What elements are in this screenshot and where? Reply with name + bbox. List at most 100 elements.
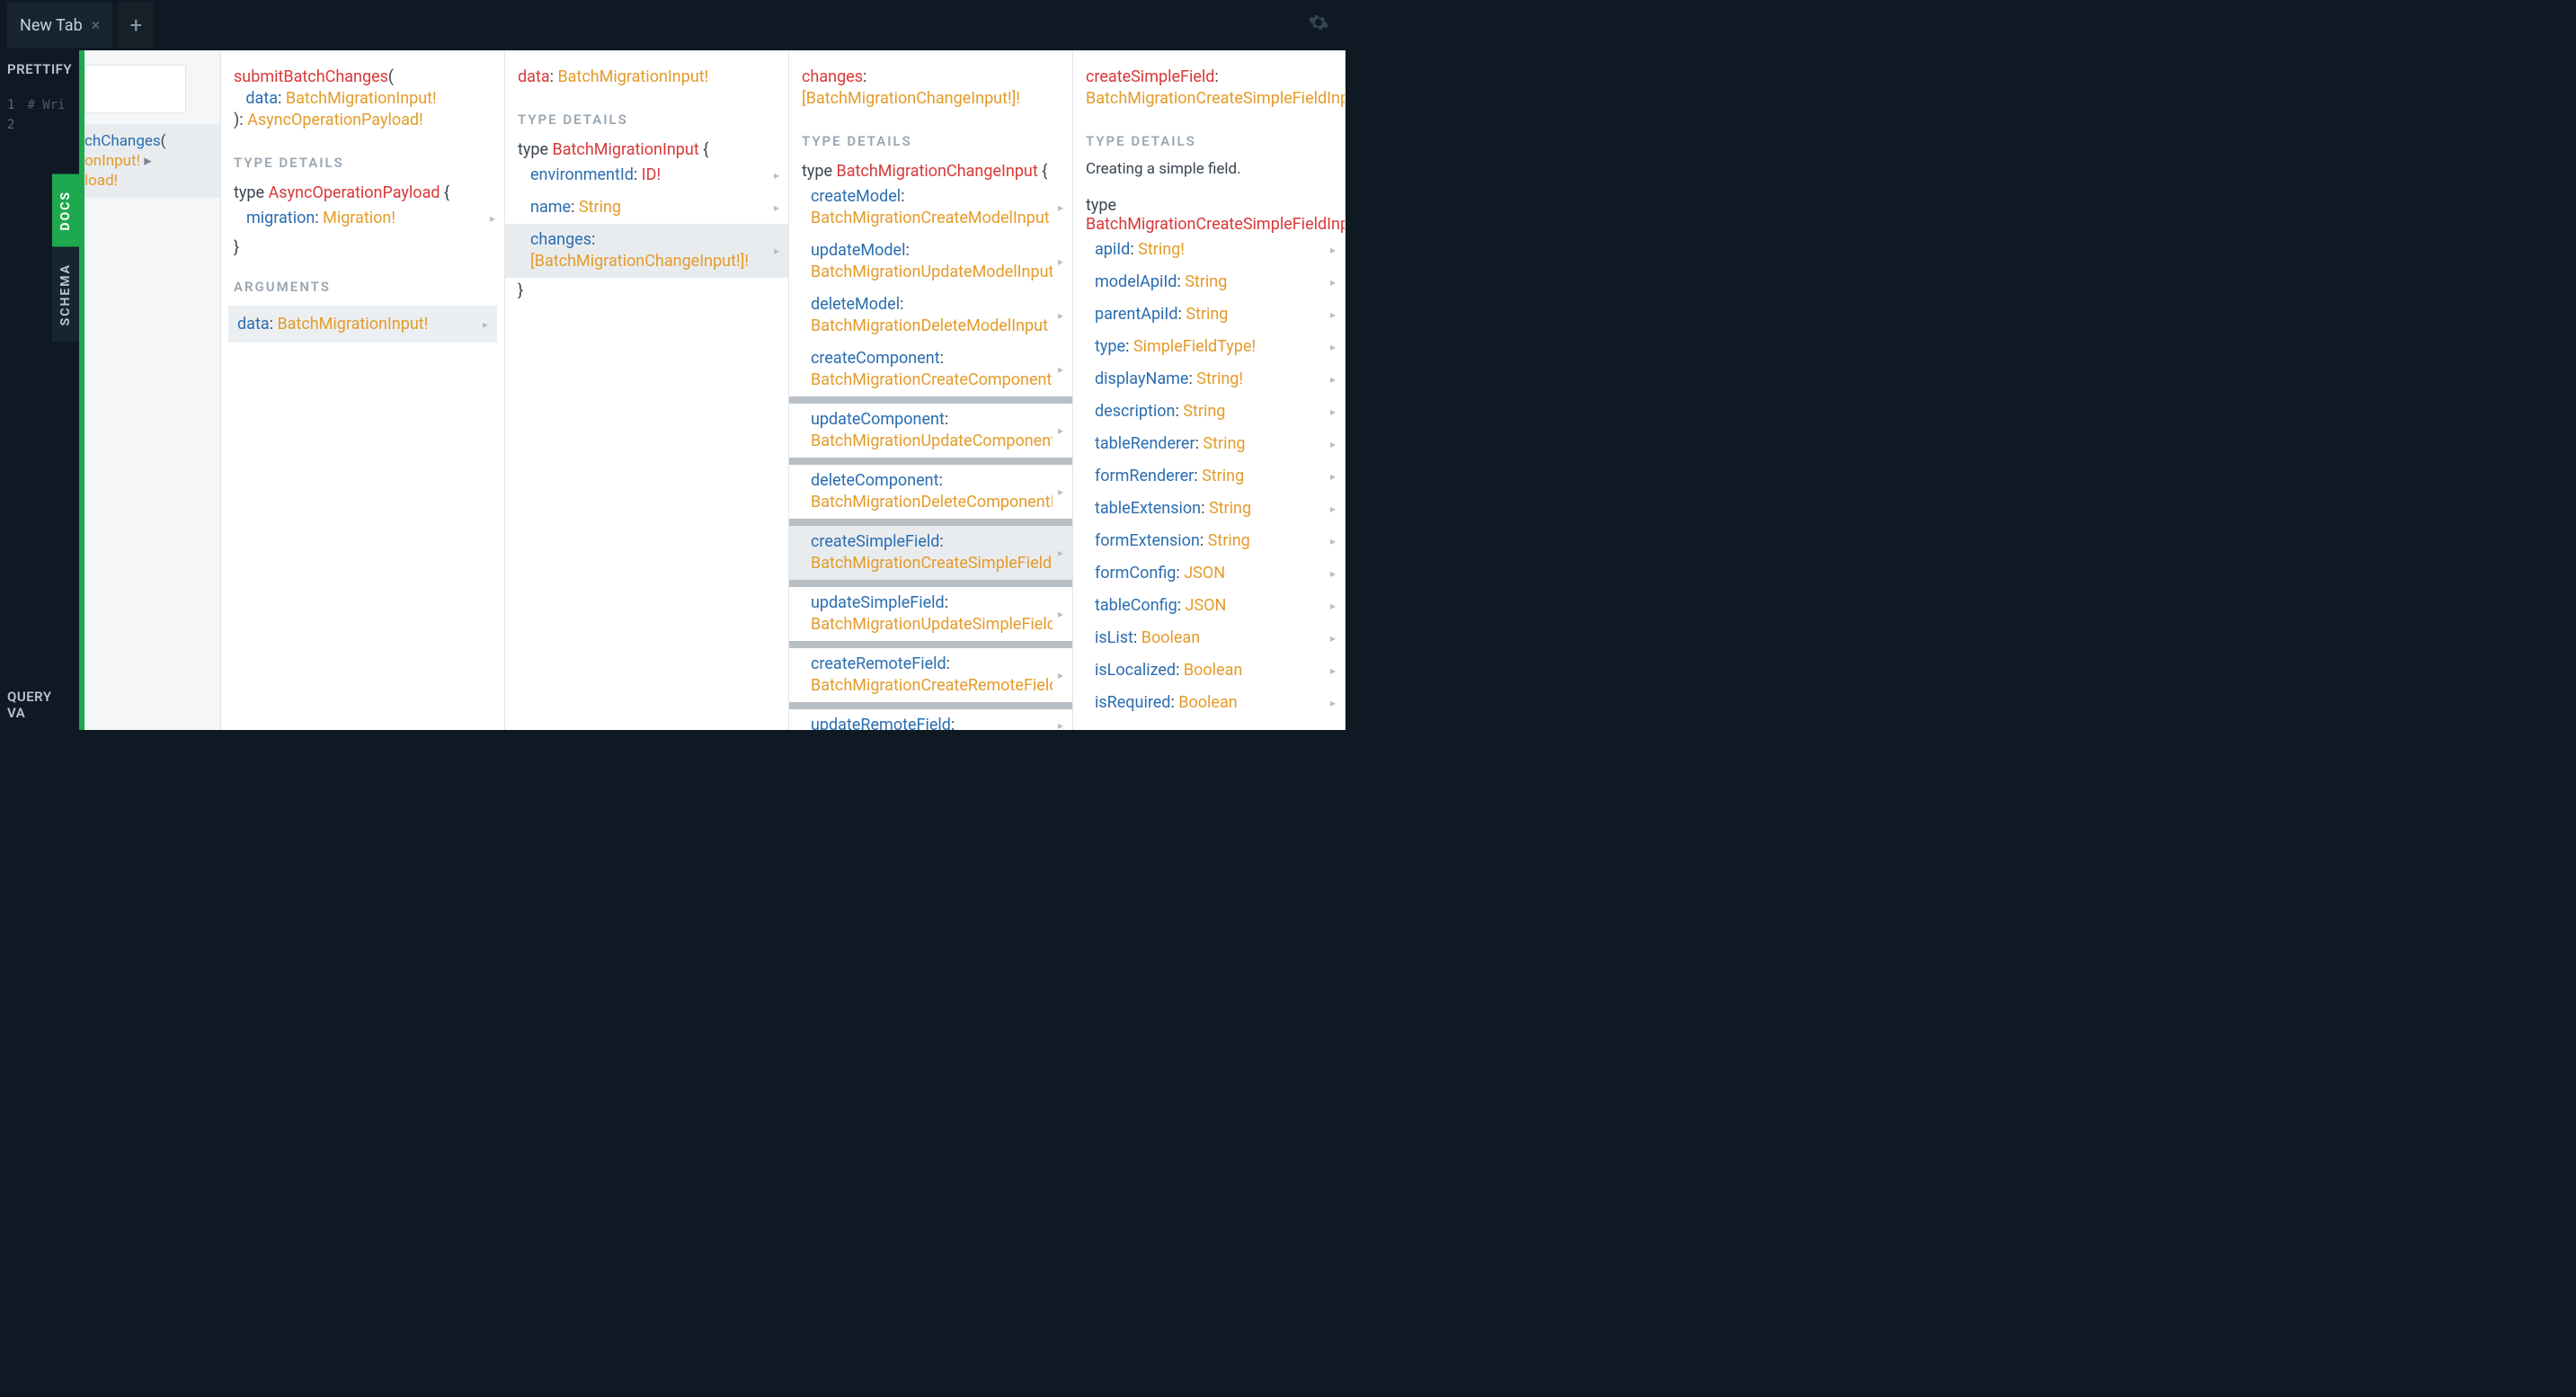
chevron-right-icon: ▸ bbox=[1330, 305, 1336, 325]
divider bbox=[789, 458, 1072, 465]
docs-col-0: chChanges( onInput! ▸ load! bbox=[84, 50, 221, 730]
prettify-button[interactable]: PRETTIFY bbox=[0, 52, 79, 86]
chevron-right-icon: ▸ bbox=[1330, 434, 1336, 454]
chevron-right-icon: ▸ bbox=[774, 241, 779, 261]
field-formConfig[interactable]: formConfig: JSON▸ bbox=[1073, 557, 1345, 590]
divider bbox=[789, 641, 1072, 648]
type-details-label: TYPE DETAILS bbox=[505, 97, 788, 133]
type-decl: type BatchMigrationCreateSimpleFieldInp bbox=[1073, 182, 1345, 234]
chevron-right-icon: ▸ bbox=[1330, 628, 1336, 648]
signature: data: BatchMigrationInput! bbox=[505, 50, 788, 97]
field-apiId[interactable]: apiId: String!▸ bbox=[1073, 234, 1345, 266]
arguments-label: ARGUMENTS bbox=[221, 264, 504, 300]
field-changes[interactable]: changes:[BatchMigrationChangeInput!]! ▸ bbox=[505, 224, 788, 278]
search-input[interactable] bbox=[84, 65, 186, 113]
divider bbox=[789, 702, 1072, 709]
chevron-right-icon: ▸ bbox=[1058, 482, 1063, 502]
argument-data[interactable]: data: BatchMigrationInput! ▸ bbox=[228, 306, 497, 343]
chevron-right-icon: ▸ bbox=[1330, 467, 1336, 486]
chevron-right-icon: ▸ bbox=[1058, 665, 1063, 685]
field-createSimpleField[interactable]: createSimpleField:BatchMigrationCreateSi… bbox=[789, 526, 1072, 580]
field-updateModel[interactable]: updateModel:BatchMigrationUpdateModelInp… bbox=[789, 235, 1072, 289]
field-displayName[interactable]: displayName: String!▸ bbox=[1073, 363, 1345, 396]
field-updateSimpleField[interactable]: updateSimpleField:BatchMigrationUpdateSi… bbox=[789, 587, 1072, 641]
chevron-right-icon: ▸ bbox=[774, 198, 779, 218]
field-environmentId[interactable]: environmentId: ID! ▸ bbox=[505, 159, 788, 191]
field-deleteComponent[interactable]: deleteComponent:BatchMigrationDeleteComp… bbox=[789, 465, 1072, 519]
field-formExtension[interactable]: formExtension: String▸ bbox=[1073, 525, 1345, 557]
selected-mutation-snippet[interactable]: chChanges( onInput! ▸ load! bbox=[84, 124, 220, 198]
docs-tab[interactable]: DOCS bbox=[52, 174, 79, 247]
field-type[interactable]: type: SimpleFieldType!▸ bbox=[1073, 331, 1345, 363]
chevron-right-icon: ▸ bbox=[1058, 198, 1063, 218]
type-details-label: TYPE DETAILS bbox=[789, 119, 1072, 155]
chevron-right-icon: ▸ bbox=[1058, 604, 1063, 624]
top-bar: New Tab × + bbox=[0, 0, 1346, 50]
close-icon[interactable]: × bbox=[92, 16, 101, 35]
field-updateComponent[interactable]: updateComponent:BatchMigrationUpdateComp… bbox=[789, 404, 1072, 458]
field-isRequired[interactable]: isRequired: Boolean▸ bbox=[1073, 687, 1345, 719]
schema-tab[interactable]: SCHEMA bbox=[52, 247, 79, 342]
field-createComponent[interactable]: createComponent:BatchMigrationCreateComp… bbox=[789, 343, 1072, 396]
chevron-right-icon: ▸ bbox=[1330, 499, 1336, 519]
type-decl: type AsyncOperationPayload { bbox=[221, 176, 504, 202]
type-decl: type BatchMigrationChangeInput { bbox=[789, 155, 1072, 181]
docs-explorer: chChanges( onInput! ▸ load! submitBatchC… bbox=[84, 50, 1346, 730]
field-name[interactable]: name: String ▸ bbox=[505, 191, 788, 224]
field-migration[interactable]: migration: Migration! ▸ bbox=[221, 202, 504, 235]
chevron-right-icon: ▸ bbox=[1330, 531, 1336, 551]
divider bbox=[789, 396, 1072, 404]
field-tableRenderer[interactable]: tableRenderer: String▸ bbox=[1073, 428, 1345, 460]
add-tab-button[interactable]: + bbox=[118, 3, 154, 48]
divider bbox=[789, 580, 1072, 587]
code-editor[interactable]: 1# Wri 2 bbox=[0, 86, 79, 135]
field-tableConfig[interactable]: tableConfig: JSON▸ bbox=[1073, 590, 1345, 622]
type-decl: type BatchMigrationInput { bbox=[505, 133, 788, 159]
chevron-right-icon: ▸ bbox=[1330, 564, 1336, 583]
chevron-right-icon: ▸ bbox=[1330, 337, 1336, 357]
chevron-right-icon: ▸ bbox=[1330, 369, 1336, 389]
query-variables-toggle[interactable]: QUERY VA bbox=[0, 680, 79, 730]
field-deleteModel[interactable]: deleteModel:BatchMigrationDeleteModelInp… bbox=[789, 289, 1072, 343]
chevron-right-icon: ▸ bbox=[1058, 421, 1063, 440]
docs-col-2: data: BatchMigrationInput! TYPE DETAILS … bbox=[505, 50, 789, 730]
tab-new[interactable]: New Tab × bbox=[7, 3, 112, 48]
chevron-right-icon: ▸ bbox=[1058, 252, 1063, 271]
chevron-right-icon: ▸ bbox=[1058, 716, 1063, 730]
docs-col-4: createSimpleField: BatchMigrationCreateS… bbox=[1073, 50, 1346, 730]
docs-col-3: changes: [BatchMigrationChangeInput!]! T… bbox=[789, 50, 1073, 730]
field-updateRemoteField[interactable]: updateRemoteField:▸ bbox=[789, 709, 1072, 730]
signature: changes: [BatchMigrationChangeInput!]! bbox=[789, 50, 1072, 119]
field-createRemoteField[interactable]: createRemoteField:BatchMigrationCreateRe… bbox=[789, 648, 1072, 702]
field-isList[interactable]: isList: Boolean▸ bbox=[1073, 622, 1345, 654]
chevron-right-icon: ▸ bbox=[1330, 693, 1336, 713]
field-createModel[interactable]: createModel:BatchMigrationCreateModelInp… bbox=[789, 181, 1072, 235]
signature: createSimpleField: BatchMigrationCreateS… bbox=[1073, 50, 1345, 119]
type-details-label: TYPE DETAILS bbox=[1073, 119, 1345, 155]
chevron-right-icon: ▸ bbox=[1330, 240, 1336, 260]
field-modelApiId[interactable]: modelApiId: String▸ bbox=[1073, 266, 1345, 298]
type-description: Creating a simple field. bbox=[1073, 155, 1345, 182]
field-formRenderer[interactable]: formRenderer: String▸ bbox=[1073, 460, 1345, 493]
field-tableExtension[interactable]: tableExtension: String▸ bbox=[1073, 493, 1345, 525]
chevron-right-icon: ▸ bbox=[1058, 360, 1063, 379]
chevron-right-icon: ▸ bbox=[1058, 543, 1063, 563]
field-parentApiId[interactable]: parentApiId: String▸ bbox=[1073, 298, 1345, 331]
type-details-label: TYPE DETAILS bbox=[221, 140, 504, 176]
chevron-right-icon: ▸ bbox=[1058, 306, 1063, 325]
editor-pane: PRETTIFY 1# Wri 2 DOCS SCHEMA QUERY VA bbox=[0, 50, 79, 730]
chevron-right-icon: ▸ bbox=[1330, 402, 1336, 422]
chevron-right-icon: ▸ bbox=[483, 318, 488, 331]
field-isLocalized[interactable]: isLocalized: Boolean▸ bbox=[1073, 654, 1345, 687]
chevron-right-icon: ▸ bbox=[774, 165, 779, 185]
chevron-right-icon: ▸ bbox=[1330, 272, 1336, 292]
chevron-right-icon: ▸ bbox=[1330, 596, 1336, 616]
divider bbox=[789, 519, 1072, 526]
gear-icon[interactable] bbox=[1308, 12, 1329, 39]
chevron-right-icon: ▸ bbox=[490, 209, 495, 228]
field-description[interactable]: description: String▸ bbox=[1073, 396, 1345, 428]
tab-label: New Tab bbox=[20, 16, 83, 35]
chevron-right-icon: ▸ bbox=[1330, 661, 1336, 681]
docs-col-1: submitBatchChanges( data: BatchMigration… bbox=[221, 50, 505, 730]
signature: submitBatchChanges( data: BatchMigration… bbox=[221, 50, 504, 140]
